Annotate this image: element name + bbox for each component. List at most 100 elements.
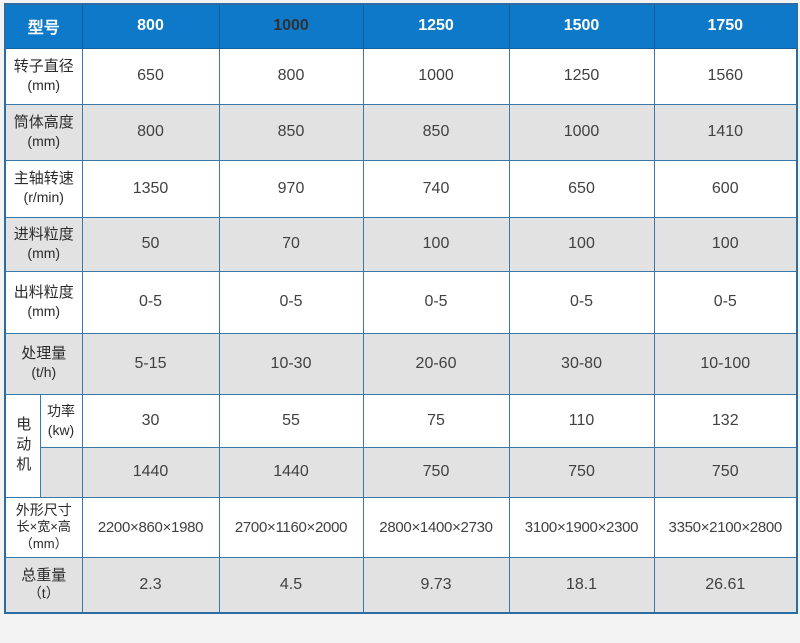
row-label: 主轴转速 (r/min) <box>4 159 83 218</box>
model-header-1750: 1750 <box>653 3 798 49</box>
cell-value: 132 <box>653 393 798 448</box>
model-header-800: 800 <box>81 3 220 49</box>
cell-value: 100 <box>362 216 510 272</box>
cell-value: 750 <box>362 446 510 498</box>
cell-value: 600 <box>653 159 798 218</box>
model-header-1500: 1500 <box>508 3 655 49</box>
cell-value: 740 <box>362 159 510 218</box>
cell-value: 26.61 <box>653 556 798 614</box>
cell-value: 4.5 <box>218 556 364 614</box>
row-label-unit: (mm) <box>27 302 61 319</box>
cell-value: 30-80 <box>508 332 655 395</box>
row-label-text: 处理量 <box>21 345 67 363</box>
row-label-text: 筒体高度 <box>13 113 74 131</box>
cell-value: 70 <box>218 216 364 272</box>
cell-value: 20-60 <box>362 332 510 395</box>
cell-value: 30 <box>81 393 220 448</box>
cell-value: 3100×1900×2300 <box>508 496 655 558</box>
row-label-text: 转子直径 <box>13 57 74 75</box>
cell-value: 3350×2100×2800 <box>653 496 798 558</box>
cell-value: 10-30 <box>218 332 364 395</box>
cell-value: 5-15 <box>81 332 220 395</box>
row-label: 进料粒度 (mm) <box>4 216 83 272</box>
row-rotor-diameter: 转子直径 (mm) 650 800 1000 1250 1560 <box>4 47 798 105</box>
dimensions-label-line1: 外形尺寸 <box>15 502 72 519</box>
cell-value: 850 <box>362 103 510 161</box>
cell-value: 1560 <box>653 47 798 105</box>
cell-value: 750 <box>508 446 655 498</box>
cell-value: 50 <box>81 216 220 272</box>
cell-value: 800 <box>218 47 364 105</box>
row-label: 外形尺寸 长×宽×高 （mm） <box>4 496 83 558</box>
cell-value: 18.1 <box>508 556 655 614</box>
cell-value: 2800×1400×2730 <box>362 496 510 558</box>
model-header-1250: 1250 <box>362 3 510 49</box>
model-header-1000: 1000 <box>218 3 364 49</box>
motor-group-label: 电动机 <box>4 393 41 498</box>
row-label-text: 主轴转速 <box>13 170 74 188</box>
cell-value: 970 <box>218 159 364 218</box>
cell-value: 650 <box>508 159 655 218</box>
row-label: 出料粒度 (mm) <box>4 270 83 334</box>
cell-value: 0-5 <box>653 270 798 334</box>
cell-value: 2200×860×1980 <box>81 496 220 558</box>
row-label-text: 总重量 <box>21 566 67 584</box>
header-row: 型号 800 1000 1250 1500 1750 <box>4 3 798 49</box>
cell-value: 0-5 <box>81 270 220 334</box>
corner-header-model: 型号 <box>4 3 83 49</box>
motor-power-label-text: 功率 <box>47 403 75 420</box>
row-dimensions: 外形尺寸 长×宽×高 （mm） 2200×860×1980 2700×1160×… <box>4 496 798 558</box>
cell-value: 1440 <box>218 446 364 498</box>
row-feed-size: 进料粒度 (mm) 50 70 100 100 100 <box>4 216 798 272</box>
row-label-unit: (mm) <box>27 244 61 261</box>
cell-value: 1440 <box>81 446 220 498</box>
cell-value: 110 <box>508 393 655 448</box>
page: 型号 800 1000 1250 1500 1750 转子直径 (mm) 650… <box>4 3 799 614</box>
machine-spec-table: 型号 800 1000 1250 1500 1750 转子直径 (mm) 650… <box>4 3 799 614</box>
cell-value: 75 <box>362 393 510 448</box>
row-label-unit: (mm) <box>27 132 61 149</box>
cell-value: 650 <box>81 47 220 105</box>
row-label: 转子直径 (mm) <box>4 47 83 105</box>
cell-value: 1350 <box>81 159 220 218</box>
cell-value: 1410 <box>653 103 798 161</box>
row-label-text: 进料粒度 <box>13 225 74 243</box>
cell-value: 55 <box>218 393 364 448</box>
row-label-text: 出料粒度 <box>13 283 74 301</box>
cell-value: 850 <box>218 103 364 161</box>
motor-power-label: 功率 (kw) <box>39 393 83 448</box>
cell-value: 0-5 <box>218 270 364 334</box>
dimensions-label-line2: 长×宽×高 <box>16 519 71 535</box>
cell-value: 100 <box>508 216 655 272</box>
cell-value: 2700×1160×2000 <box>218 496 364 558</box>
row-label: 总重量 （t） <box>4 556 83 614</box>
cell-value: 0-5 <box>508 270 655 334</box>
row-total-weight: 总重量 （t） 2.3 4.5 9.73 18.1 26.61 <box>4 556 798 614</box>
row-label-unit: (r/min) <box>23 189 64 206</box>
cell-value: 9.73 <box>362 556 510 614</box>
cell-value: 100 <box>653 216 798 272</box>
row-motor-power: 电动机 功率 (kw) 30 55 75 110 132 <box>4 393 798 498</box>
row-capacity: 处理量 (t/h) 5-15 10-30 20-60 30-80 10-100 <box>4 332 798 395</box>
row-motor-speed: 1440 1440 750 750 750 <box>5 446 798 498</box>
row-label-unit: (mm) <box>27 76 61 93</box>
row-label-unit: (t/h) <box>31 364 57 381</box>
row-discharge-size: 出料粒度 (mm) 0-5 0-5 0-5 0-5 0-5 <box>4 270 798 334</box>
row-label: 处理量 (t/h) <box>4 332 83 395</box>
motor-group-label-text: 电动机 <box>14 415 32 476</box>
cell-value: 0-5 <box>362 270 510 334</box>
row-label-unit: （t） <box>27 585 60 602</box>
motor-power-unit: (kw) <box>47 421 75 438</box>
cell-value: 800 <box>81 103 220 161</box>
cell-value: 1000 <box>508 103 655 161</box>
row-spindle-speed: 主轴转速 (r/min) 1350 970 740 650 600 <box>4 159 798 218</box>
cell-value: 1000 <box>362 47 510 105</box>
cell-value: 1250 <box>508 47 655 105</box>
cell-value: 10-100 <box>653 332 798 395</box>
cell-value: 2.3 <box>81 556 220 614</box>
dimensions-label-line3: （mm） <box>19 536 68 552</box>
row-cylinder-height: 筒体高度 (mm) 800 850 850 1000 1410 <box>4 103 798 161</box>
motor-speed-label-empty <box>39 446 83 498</box>
cell-value: 750 <box>653 446 798 498</box>
row-label: 筒体高度 (mm) <box>4 103 83 161</box>
